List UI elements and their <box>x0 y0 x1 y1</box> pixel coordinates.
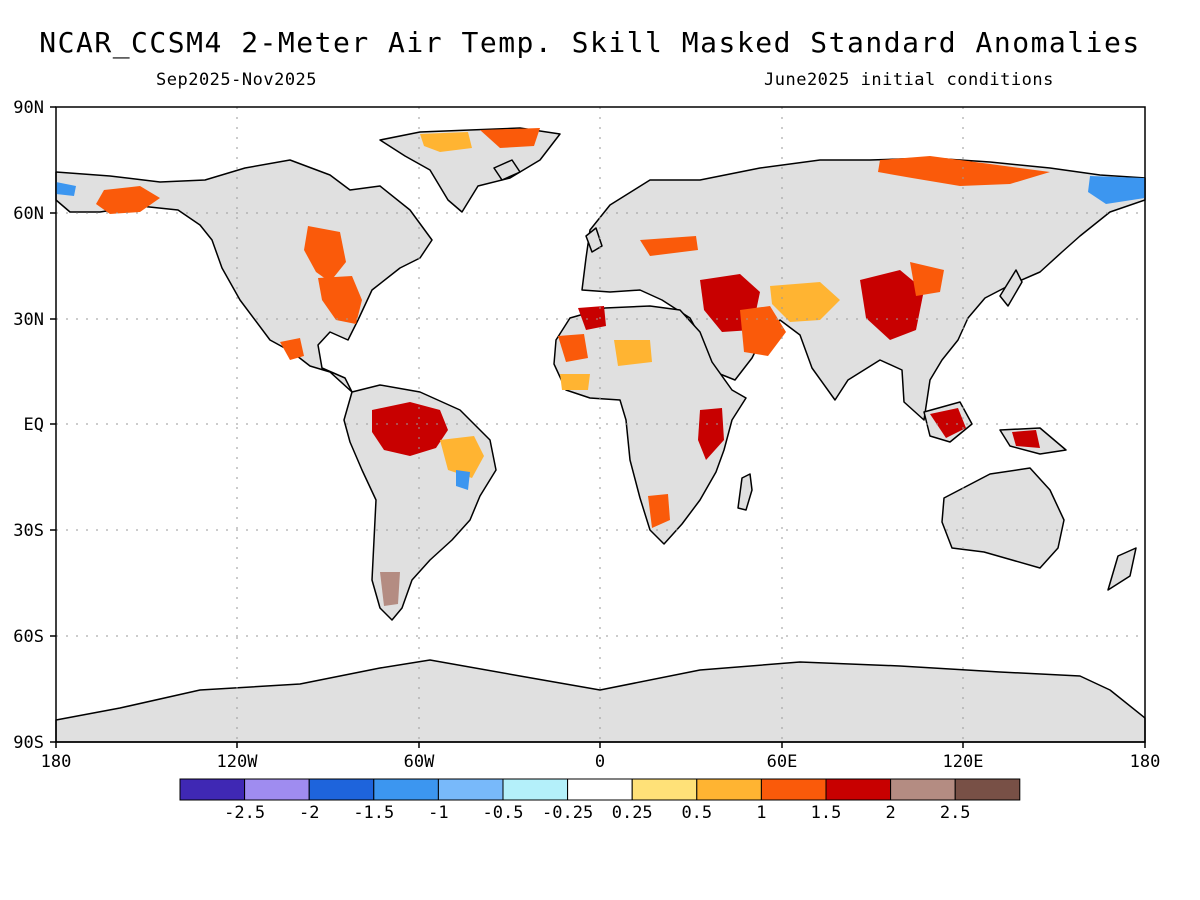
africa <box>553 305 747 545</box>
lon-label-0: 0 <box>595 752 605 772</box>
australia <box>941 467 1065 569</box>
latitude-labels: 90N 60N 30N EQ 30S 60S 90S <box>13 98 44 753</box>
legend-swatch <box>760 778 827 801</box>
anomaly-central-asia <box>770 282 840 322</box>
iceland <box>493 159 521 181</box>
initial-conditions: June2025 initial conditions <box>764 70 1054 90</box>
legend-label: 0.25 <box>612 803 653 823</box>
anomaly-brazil-cold <box>456 470 470 490</box>
legend-swatch <box>567 778 633 801</box>
legend-swatch <box>308 778 375 801</box>
anomaly-east-siberia-cold <box>1088 176 1145 204</box>
antarctica <box>55 659 1146 743</box>
anomaly-patches <box>56 128 1145 606</box>
lon-label-120w: 120W <box>217 752 259 772</box>
new-zealand <box>1107 547 1137 591</box>
legend-swatch <box>890 778 956 801</box>
anomaly-west-china <box>910 262 944 296</box>
lat-label-90n: 90N <box>13 98 44 118</box>
land-masses <box>55 127 1146 743</box>
legend-label: -1.5 <box>353 803 394 823</box>
color-legend: -2.5 -2 -1.5 -1 -0.5 -0.25 0.25 0.5 1 1.5 2 2.5 <box>179 778 1021 823</box>
legend-swatch <box>373 778 439 801</box>
lon-label-180w: 180 <box>41 752 72 772</box>
anomaly-north-africa <box>578 306 606 330</box>
legend-label: 0.5 <box>681 803 712 823</box>
legend-label: 2 <box>885 803 895 823</box>
legend-label: -2.5 <box>224 803 265 823</box>
anomaly-borneo <box>930 408 966 438</box>
north-america <box>55 159 433 393</box>
legend-swatch <box>954 778 1021 801</box>
anomaly-europe <box>640 236 698 256</box>
anomaly-alaska <box>96 186 160 214</box>
anomaly-mexico <box>280 338 304 360</box>
anomaly-amazon <box>372 402 448 456</box>
legend-swatch <box>437 778 504 801</box>
legend-swatch <box>825 778 892 801</box>
anomaly-patagonia <box>380 572 400 606</box>
lat-label-90s: 90S <box>13 733 44 753</box>
legend-label: -1 <box>428 803 448 823</box>
anomaly-new-guinea <box>1012 430 1040 448</box>
anomaly-arabia <box>740 306 786 356</box>
anomaly-alaska-cold <box>56 182 76 196</box>
anomaly-brazil-coast <box>440 436 484 478</box>
legend-label: 1.5 <box>811 803 842 823</box>
anomaly-tibet <box>860 270 924 340</box>
anomaly-sahel <box>560 374 590 390</box>
anomaly-sudan <box>614 340 652 366</box>
japan <box>999 269 1023 307</box>
lon-label-180e: 180 <box>1130 752 1161 772</box>
grid-lines <box>56 107 1145 742</box>
madagascar <box>737 473 753 511</box>
legend-swatch <box>631 778 698 801</box>
legend-label: -0.5 <box>483 803 524 823</box>
longitude-labels: 180 120W 60W 0 60E 120E 180 <box>41 752 1161 772</box>
legend-swatch <box>244 778 310 801</box>
anomaly-siberia <box>878 156 1050 186</box>
anomaly-greenland <box>420 132 472 152</box>
anomaly-southern-africa <box>648 494 670 528</box>
legend-label: -0.25 <box>542 803 593 823</box>
legend-label: 2.5 <box>940 803 971 823</box>
greenland <box>379 127 561 213</box>
anomaly-east-africa <box>698 408 724 460</box>
lat-label-60n: 60N <box>13 204 44 224</box>
legend-swatch <box>696 778 762 801</box>
legend-label: 1 <box>756 803 766 823</box>
forecast-period: Sep2025-Nov2025 <box>156 70 318 90</box>
lon-label-60e: 60E <box>767 752 798 772</box>
lon-label-120e: 120E <box>943 752 984 772</box>
anomaly-eastern-us <box>318 276 362 324</box>
map-title: NCAR_CCSM4 2-Meter Air Temp. Skill Maske… <box>39 26 1141 59</box>
anomaly-central-canada <box>304 226 346 282</box>
legend-swatch <box>502 778 569 801</box>
axis-ticks <box>50 106 1146 748</box>
lat-label-60s: 60S <box>13 627 44 647</box>
lat-label-eq: EQ <box>24 415 44 435</box>
lat-label-30n: 30N <box>13 310 44 330</box>
anomaly-greenland-north <box>480 128 540 148</box>
legend-label: -2 <box>299 803 319 823</box>
lat-label-30s: 30S <box>13 521 44 541</box>
lon-label-60w: 60W <box>404 752 435 772</box>
anomaly-sahara-west <box>558 334 588 362</box>
great-britain <box>585 227 603 253</box>
legend-swatch <box>179 778 246 801</box>
